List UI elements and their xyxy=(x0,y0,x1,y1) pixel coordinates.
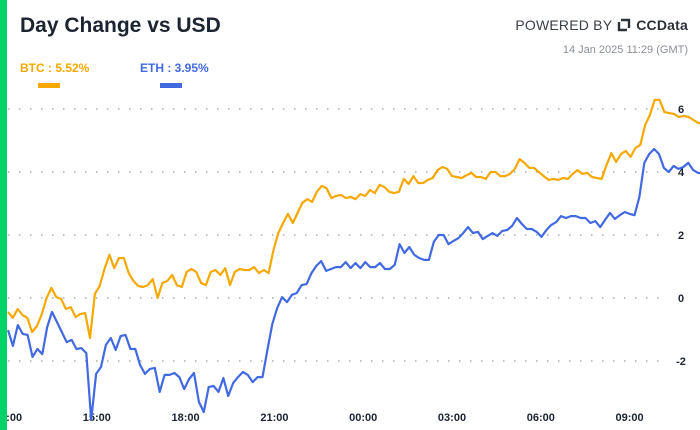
x-tick-label: 15:00 xyxy=(83,412,111,424)
x-tick-label: 03:00 xyxy=(438,412,466,424)
series-line-btc xyxy=(7,98,700,340)
y-tick-label: 2 xyxy=(678,230,684,242)
legend-btc[interactable]: BTC : 5.52% xyxy=(20,61,90,75)
legend-btc-swatch xyxy=(38,83,60,88)
y-tick-label: -2 xyxy=(676,356,686,368)
timestamp: 14 Jan 2025 11:29 (GMT) xyxy=(562,44,688,56)
chart-title: Day Change vs USD xyxy=(20,14,221,37)
brand-name: CCData xyxy=(636,17,688,33)
x-tick-label: 18:00 xyxy=(172,412,200,424)
ccdata-logo-icon xyxy=(618,18,631,32)
powered-by[interactable]: POWERED BY CCData xyxy=(515,17,688,33)
y-tick-label: 4 xyxy=(678,167,685,179)
y-tick-label: 0 xyxy=(678,293,684,305)
accent-bar xyxy=(0,0,7,430)
x-tick-label: 00:00 xyxy=(349,412,377,424)
powered-by-label: POWERED BY xyxy=(515,17,613,33)
x-tick-label: 21:00 xyxy=(260,412,288,424)
x-tick-label: 06:00 xyxy=(527,412,555,424)
series-line-eth xyxy=(6,147,700,421)
legend-eth-swatch xyxy=(160,83,182,88)
y-tick-label: 6 xyxy=(678,104,684,116)
legend-eth[interactable]: ETH : 3.95% xyxy=(140,61,209,75)
x-tick-label: 09:00 xyxy=(616,412,644,424)
